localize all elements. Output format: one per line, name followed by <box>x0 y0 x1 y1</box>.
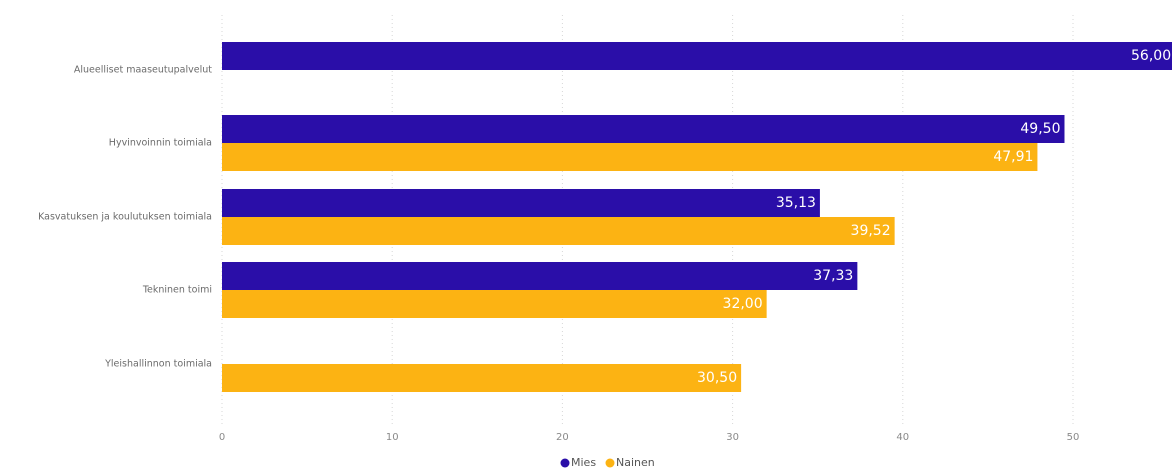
x-tick-label: 20 <box>556 432 569 443</box>
category-label: Hyvinvoinnin toimiala <box>109 138 212 149</box>
data-label: 30,50 <box>697 370 737 386</box>
category-label: Tekninen toimi <box>142 285 212 296</box>
bar-nainen[interactable] <box>222 290 767 318</box>
labels: 0 10 20 30 40 50 Alueelliset maaseutupalvelut H… <box>38 48 1171 443</box>
legend-label-mies[interactable]: Mies <box>571 456 596 469</box>
legend-label-nainen[interactable]: Nainen <box>616 456 655 469</box>
legend-marker-nainen[interactable] <box>605 458 615 468</box>
bar-nainen[interactable] <box>222 364 742 392</box>
x-tick-label: 0 <box>219 432 225 443</box>
category-label: Yleishallinnon toimiala <box>104 359 212 370</box>
bars <box>222 42 1172 392</box>
bar-mies[interactable] <box>222 42 1172 70</box>
bar-mies[interactable] <box>222 115 1065 143</box>
x-tick-label: 10 <box>386 432 399 443</box>
bar-nainen[interactable] <box>222 217 895 245</box>
category-label: Kasvatuksen ja koulutuksen toimiala <box>38 212 212 223</box>
data-label: 56,00 <box>1131 48 1171 64</box>
data-label: 32,00 <box>723 296 763 312</box>
data-label: 37,33 <box>813 268 853 284</box>
data-label: 35,13 <box>776 195 816 211</box>
bar-mies[interactable] <box>222 189 820 217</box>
x-tick-label: 30 <box>726 432 739 443</box>
data-label: 49,50 <box>1020 121 1060 137</box>
category-label: Alueelliset maaseutupalvelut <box>74 65 212 76</box>
x-tick-label: 40 <box>896 432 909 443</box>
data-label: 39,52 <box>851 223 891 239</box>
x-tick-label: 50 <box>1067 432 1080 443</box>
data-label: 47,91 <box>993 149 1033 165</box>
bar-nainen[interactable] <box>222 143 1038 171</box>
legend[interactable]: Mies Nainen <box>560 456 655 469</box>
bar-mies[interactable] <box>222 262 858 290</box>
legend-marker-mies[interactable] <box>560 458 570 468</box>
